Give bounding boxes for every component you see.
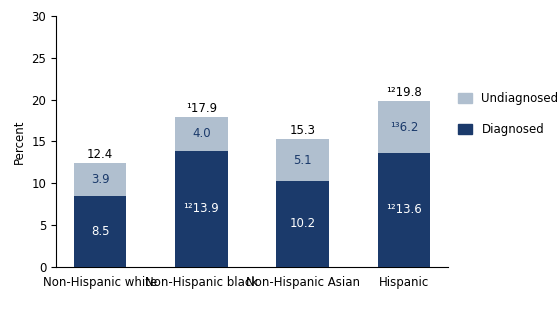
Text: 12.4: 12.4 bbox=[87, 148, 113, 161]
Bar bbox=[377, 153, 430, 266]
Text: 3.9: 3.9 bbox=[91, 173, 109, 186]
Text: ¹²13.9: ¹²13.9 bbox=[184, 202, 220, 215]
Bar bbox=[276, 139, 329, 181]
Bar bbox=[175, 117, 228, 150]
Text: ¹²13.6: ¹²13.6 bbox=[386, 203, 422, 216]
Text: 10.2: 10.2 bbox=[290, 217, 316, 230]
Text: 8.5: 8.5 bbox=[91, 225, 109, 238]
Text: ¹²19.8: ¹²19.8 bbox=[386, 86, 422, 99]
Bar bbox=[377, 101, 430, 153]
Y-axis label: Percent: Percent bbox=[13, 119, 26, 163]
Bar bbox=[276, 181, 329, 266]
Legend: Undiagnosed, Diagnosed: Undiagnosed, Diagnosed bbox=[458, 92, 558, 136]
Bar bbox=[74, 163, 127, 196]
Bar bbox=[175, 150, 228, 266]
Text: ¹17.9: ¹17.9 bbox=[186, 102, 217, 115]
Text: 4.0: 4.0 bbox=[192, 127, 211, 140]
Text: 15.3: 15.3 bbox=[290, 124, 316, 137]
Text: ¹³6.2: ¹³6.2 bbox=[390, 121, 418, 134]
Bar bbox=[74, 196, 127, 266]
Text: 5.1: 5.1 bbox=[293, 154, 312, 167]
